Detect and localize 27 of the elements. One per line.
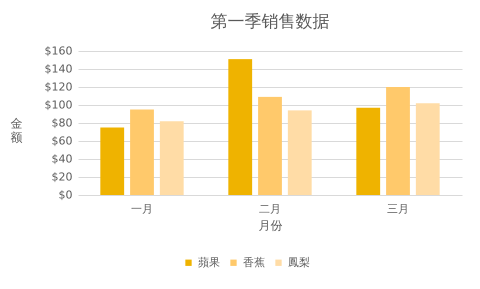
- y-tick-label: $40: [52, 152, 72, 166]
- y-axis-title: 金额: [10, 116, 23, 144]
- legend-label: 香蕉: [243, 256, 265, 269]
- legend-label: 蘋果: [198, 256, 220, 269]
- y-tick-label: $100: [44, 98, 72, 112]
- bar: [258, 96, 282, 195]
- y-tick-label: $60: [52, 134, 72, 148]
- x-axis-title: 月份: [258, 218, 282, 232]
- bar: [288, 110, 312, 195]
- bar: [416, 103, 440, 195]
- bar: [130, 110, 154, 195]
- chart-title: 第一季销售数据: [210, 12, 330, 32]
- x-tick-label: 二月: [259, 202, 281, 216]
- y-tick-label: $80: [52, 116, 72, 130]
- bar: [100, 128, 124, 195]
- bar: [228, 59, 252, 195]
- x-tick-label: 一月: [131, 202, 153, 216]
- y-tick-label: $120: [44, 80, 72, 94]
- y-tick-label: $20: [52, 170, 72, 184]
- bar: [356, 108, 380, 195]
- y-tick-label: $140: [44, 62, 72, 76]
- x-tick-label: 三月: [387, 202, 409, 216]
- bar: [160, 121, 184, 195]
- bar: [386, 87, 410, 195]
- y-tick-label: $0: [58, 188, 72, 202]
- legend-label: 鳳梨: [288, 256, 310, 269]
- y-tick-label: $160: [44, 44, 72, 58]
